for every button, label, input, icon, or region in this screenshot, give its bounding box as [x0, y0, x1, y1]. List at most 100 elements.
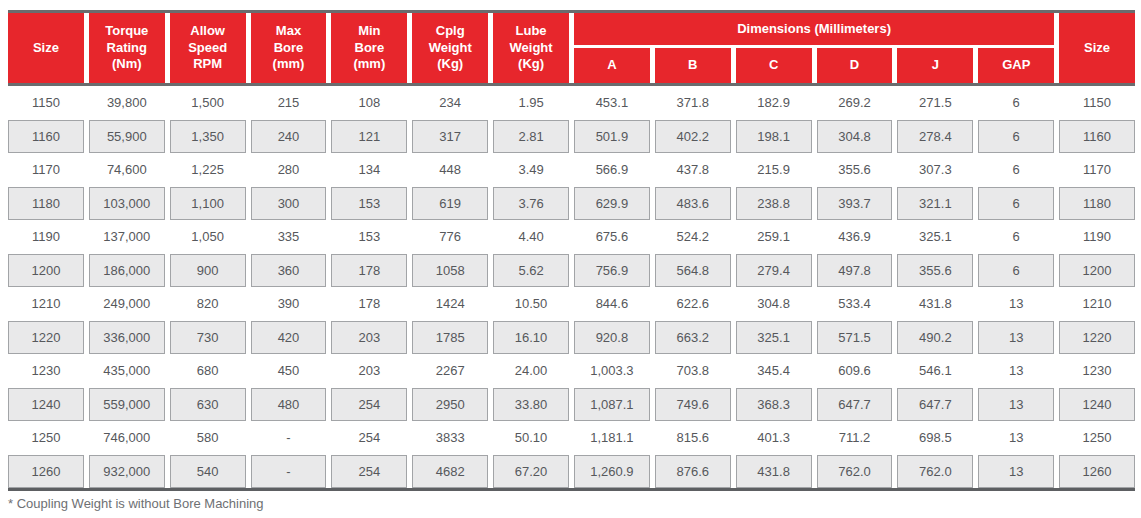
header-min-bore: Min Bore (mm) — [331, 13, 407, 83]
table-cell: 238.8 — [736, 187, 812, 221]
table-cell: 609.6 — [817, 354, 893, 388]
table-cell: 321.1 — [897, 187, 973, 221]
table-cell: 1170 — [8, 153, 84, 187]
table-cell: 1160 — [1059, 120, 1135, 154]
table-cell: 776 — [412, 220, 488, 254]
table-header: Size Torque Rating (Nm) Allow Speed RPM … — [8, 13, 1135, 83]
table-cell: 436.9 — [817, 220, 893, 254]
table-cell: 304.8 — [736, 287, 812, 321]
table-cell: 1,225 — [170, 153, 246, 187]
table-cell: 325.1 — [736, 321, 812, 355]
table-cell: 279.4 — [736, 254, 812, 288]
table-cell: 271.5 — [897, 86, 973, 120]
table-cell: 259.1 — [736, 220, 812, 254]
header-allow-speed: Allow Speed RPM — [170, 13, 246, 83]
table-cell: 254 — [331, 455, 407, 489]
table-cell: 1230 — [1059, 354, 1135, 388]
table-cell: 1190 — [1059, 220, 1135, 254]
table-cell: 1180 — [8, 187, 84, 221]
table-row: 1230435,000680450203226724.001,003.3703.… — [8, 354, 1135, 388]
table-cell: 203 — [331, 321, 407, 355]
table-cell: 16.10 — [493, 321, 569, 355]
table-cell: 269.2 — [817, 86, 893, 120]
table-cell: 647.7 — [897, 388, 973, 422]
table-cell: 1,500 — [170, 86, 246, 120]
table-cell: 1160 — [8, 120, 84, 154]
table-cell: 1170 — [1059, 153, 1135, 187]
table-cell: 304.8 — [817, 120, 893, 154]
table-cell: 6 — [978, 153, 1054, 187]
table-cell: 564.8 — [655, 254, 731, 288]
table-cell: 730 — [170, 321, 246, 355]
table-cell: 1260 — [1059, 455, 1135, 489]
table-cell: 3.76 — [493, 187, 569, 221]
table-cell: 6 — [978, 254, 1054, 288]
table-cell: 453.1 — [574, 86, 650, 120]
table-cell: 4.40 — [493, 220, 569, 254]
table-cell: 254 — [331, 388, 407, 422]
table-cell: 619 — [412, 187, 488, 221]
table-cell: 932,000 — [89, 455, 165, 489]
table-cell: 580 — [170, 421, 246, 455]
table-cell: 2950 — [412, 388, 488, 422]
table-cell: 698.5 — [897, 421, 973, 455]
header-gap: GAP — [978, 48, 1054, 83]
table-cell: 2.81 — [493, 120, 569, 154]
table-cell: 756.9 — [574, 254, 650, 288]
table-cell: 401.3 — [736, 421, 812, 455]
table-row: 1180103,0001,1003001536193.76629.9483.62… — [8, 187, 1135, 221]
table-cell: 435,000 — [89, 354, 165, 388]
table-bottom-rule — [8, 488, 1135, 491]
table-cell: 368.3 — [736, 388, 812, 422]
table-cell: 1.95 — [493, 86, 569, 120]
table-cell: 524.2 — [655, 220, 731, 254]
table-row: 117074,6001,2252801344483.49566.9437.821… — [8, 153, 1135, 187]
table-cell: 1,003.3 — [574, 354, 650, 388]
table-cell: 67.20 — [493, 455, 569, 489]
table-row: 1210249,000820390178142410.50844.6622.63… — [8, 287, 1135, 321]
datasheet-page: Size Torque Rating (Nm) Allow Speed RPM … — [0, 0, 1141, 511]
table-cell: 490.2 — [897, 321, 973, 355]
table-cell: 663.2 — [655, 321, 731, 355]
table-cell: 711.2 — [817, 421, 893, 455]
table-cell: 762.0 — [897, 455, 973, 489]
table-cell: 134 — [331, 153, 407, 187]
table-cell: 1,260.9 — [574, 455, 650, 489]
table-cell: 540 — [170, 455, 246, 489]
table-cell: 3.49 — [493, 153, 569, 187]
table-cell: 325.1 — [897, 220, 973, 254]
table-cell: 186,000 — [89, 254, 165, 288]
table-cell: 1,050 — [170, 220, 246, 254]
table-cell: 137,000 — [89, 220, 165, 254]
table-cell: 1250 — [1059, 421, 1135, 455]
table-cell: 450 — [251, 354, 327, 388]
table-cell: 74,600 — [89, 153, 165, 187]
table-cell: 39,800 — [89, 86, 165, 120]
table-cell: 629.9 — [574, 187, 650, 221]
table-cell: - — [251, 455, 327, 489]
table-cell: 571.5 — [817, 321, 893, 355]
header-max-bore: Max Bore (mm) — [251, 13, 327, 83]
table-cell: 6 — [978, 220, 1054, 254]
table-cell: 1240 — [8, 388, 84, 422]
table-cell: 1,100 — [170, 187, 246, 221]
table-cell: 546.1 — [897, 354, 973, 388]
table-cell: 50.10 — [493, 421, 569, 455]
table-body: 115039,8001,5002151082341.95453.1371.818… — [8, 86, 1135, 488]
header-size-left: Size — [8, 13, 84, 83]
table-cell: 431.8 — [736, 455, 812, 489]
header-cplg-weight: Cplg Weight (Kg) — [412, 13, 488, 83]
table-cell: 335 — [251, 220, 327, 254]
table-cell: 566.9 — [574, 153, 650, 187]
table-cell: 300 — [251, 187, 327, 221]
table-cell: 420 — [251, 321, 327, 355]
table-cell: 630 — [170, 388, 246, 422]
table-cell: 6 — [978, 187, 1054, 221]
table-cell: 336,000 — [89, 321, 165, 355]
header-dim-j: J — [897, 48, 973, 83]
table-cell: 533.4 — [817, 287, 893, 321]
table-cell: 249,000 — [89, 287, 165, 321]
table-cell: 307.3 — [897, 153, 973, 187]
table-cell: 1210 — [1059, 287, 1135, 321]
table-cell: 762.0 — [817, 455, 893, 489]
